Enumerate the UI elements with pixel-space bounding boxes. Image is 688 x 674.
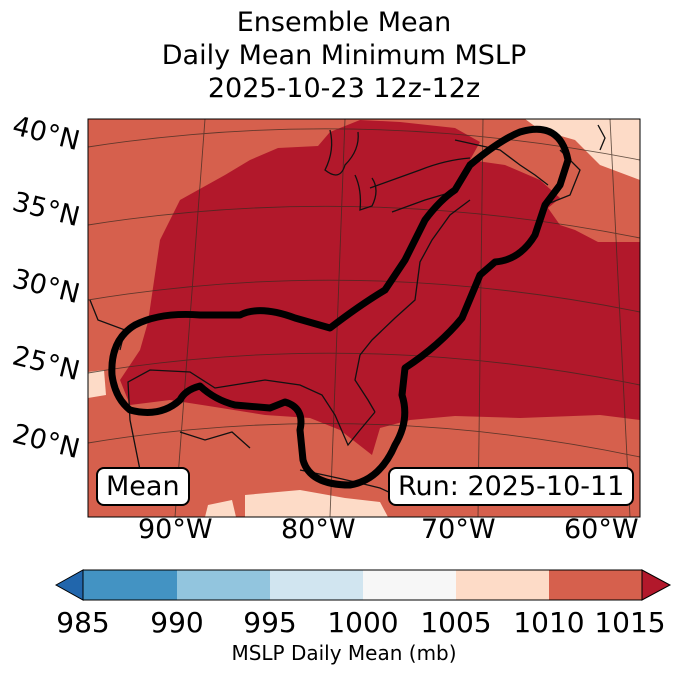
pressure-field-light-ne — [525, 119, 640, 180]
colorbar-swatch-995 — [270, 570, 363, 600]
pressure-field-light-sw — [88, 370, 106, 398]
colorbar — [54, 569, 672, 601]
colorbar-extend-high — [641, 569, 672, 601]
title-line-3: 2025-10-23 12z-12z — [207, 73, 481, 104]
colorbar-extend-low — [54, 569, 84, 601]
colorbar-swatch-990 — [177, 570, 270, 600]
colorbar-tick-995: 995 — [243, 606, 297, 639]
colorbar-tick-990: 990 — [150, 606, 204, 639]
colorbar-tick-985: 985 — [56, 606, 110, 639]
colorbar-swatch-985 — [83, 570, 177, 600]
title-line-2: Daily Mean Minimum MSLP — [161, 40, 527, 71]
lon-label-70w: 70°W — [421, 514, 496, 545]
lon-label-80w: 80°W — [281, 514, 356, 545]
colorbar-swatch-1005 — [456, 570, 549, 600]
map-frame — [87, 118, 641, 518]
mean-label: Mean — [96, 467, 190, 506]
ensemble-contour — [108, 125, 572, 489]
colorbar-tick-1005: 1005 — [420, 606, 492, 639]
lon-label-60w: 60°W — [564, 514, 639, 545]
map-area — [88, 119, 640, 517]
colorbar-title: MSLP Daily Mean (mb) — [231, 641, 457, 665]
pressure-field-dark-core — [120, 120, 640, 455]
pressure-field-light-s — [245, 490, 388, 517]
title-line-1: Ensemble Mean — [236, 7, 452, 38]
colorbar-swatch-1010 — [549, 570, 642, 600]
lon-label-90w: 90°W — [138, 514, 213, 545]
colorbar-swatch-1000 — [363, 570, 456, 600]
colorbar-tick-1015: 1015 — [594, 606, 666, 639]
colorbar-tick-1000: 1000 — [327, 606, 399, 639]
run-date-label: Run: 2025-10-11 — [388, 467, 635, 506]
pressure-field-light-s2 — [205, 500, 236, 517]
colorbar-tick-1010: 1010 — [513, 606, 585, 639]
